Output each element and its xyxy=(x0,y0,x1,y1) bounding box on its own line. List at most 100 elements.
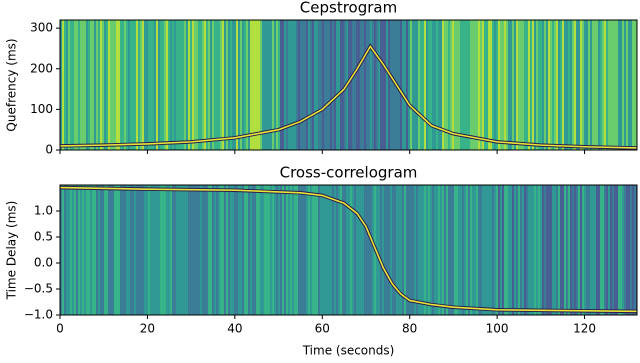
texture xyxy=(168,185,171,315)
texture xyxy=(314,20,317,150)
texture xyxy=(352,20,355,150)
texture xyxy=(338,20,341,150)
texture xyxy=(222,20,225,150)
texture xyxy=(180,185,183,315)
texture xyxy=(238,20,241,150)
texture xyxy=(398,20,401,150)
texture xyxy=(582,20,585,150)
texture xyxy=(144,20,147,150)
texture xyxy=(232,185,235,315)
texture xyxy=(632,185,635,315)
texture xyxy=(98,185,101,315)
texture xyxy=(120,185,123,315)
texture xyxy=(572,185,575,315)
texture xyxy=(420,185,423,315)
texture xyxy=(564,20,567,150)
texture xyxy=(174,20,177,150)
texture xyxy=(94,185,97,315)
texture xyxy=(164,20,167,150)
texture xyxy=(400,185,403,315)
texture xyxy=(336,185,339,315)
ridge xyxy=(60,186,637,313)
texture xyxy=(252,185,255,315)
texture xyxy=(234,185,237,315)
texture xyxy=(80,185,83,315)
texture xyxy=(90,20,93,150)
texture xyxy=(338,185,341,315)
texture xyxy=(180,20,183,150)
texture xyxy=(478,185,481,315)
texture xyxy=(474,185,477,315)
texture xyxy=(64,20,67,150)
texture xyxy=(566,185,569,315)
heatmap xyxy=(60,185,637,315)
texture xyxy=(484,185,487,315)
texture xyxy=(516,185,519,315)
texture xyxy=(252,20,255,150)
texture xyxy=(464,20,467,150)
heatmap xyxy=(60,20,637,150)
texture xyxy=(60,185,63,315)
texture xyxy=(498,20,501,150)
texture xyxy=(270,20,273,150)
texture xyxy=(334,185,337,315)
texture xyxy=(112,20,115,150)
texture xyxy=(592,185,595,315)
texture xyxy=(502,20,505,150)
texture xyxy=(594,20,597,150)
texture xyxy=(540,20,543,150)
texture xyxy=(614,185,617,315)
y-tick-label: 1.0 xyxy=(34,204,53,218)
texture xyxy=(444,185,447,315)
y-tick-label: 300 xyxy=(30,21,53,35)
texture xyxy=(248,185,251,315)
texture xyxy=(308,185,311,315)
texture xyxy=(374,20,377,150)
texture xyxy=(496,20,499,150)
texture xyxy=(214,185,217,315)
texture xyxy=(282,185,285,315)
texture xyxy=(68,20,71,150)
texture xyxy=(434,20,437,150)
texture xyxy=(286,20,289,150)
texture xyxy=(216,20,219,150)
texture xyxy=(590,185,593,315)
texture xyxy=(228,20,231,150)
texture xyxy=(612,185,615,315)
texture xyxy=(366,185,369,315)
texture xyxy=(220,185,223,315)
texture xyxy=(434,185,437,315)
texture xyxy=(546,20,549,150)
texture xyxy=(294,20,297,150)
texture xyxy=(256,20,259,150)
texture xyxy=(142,185,145,315)
texture xyxy=(140,185,143,315)
texture xyxy=(204,20,207,150)
texture xyxy=(486,185,489,315)
texture xyxy=(324,20,327,150)
texture xyxy=(436,185,439,315)
texture xyxy=(550,20,553,150)
texture xyxy=(464,185,467,315)
texture xyxy=(414,20,417,150)
texture xyxy=(350,20,353,150)
texture xyxy=(542,185,545,315)
texture xyxy=(92,20,95,150)
x-axis-label: Time (seconds) xyxy=(302,344,395,358)
texture xyxy=(410,20,413,150)
texture xyxy=(490,20,493,150)
texture xyxy=(132,185,135,315)
texture xyxy=(580,20,583,150)
texture xyxy=(290,20,293,150)
texture xyxy=(588,20,591,150)
texture xyxy=(304,185,307,315)
texture xyxy=(200,185,203,315)
texture xyxy=(444,20,447,150)
texture xyxy=(558,185,561,315)
texture xyxy=(426,185,429,315)
texture xyxy=(254,20,257,150)
texture xyxy=(76,20,79,150)
texture xyxy=(272,185,275,315)
texture xyxy=(262,20,265,150)
texture xyxy=(468,20,471,150)
